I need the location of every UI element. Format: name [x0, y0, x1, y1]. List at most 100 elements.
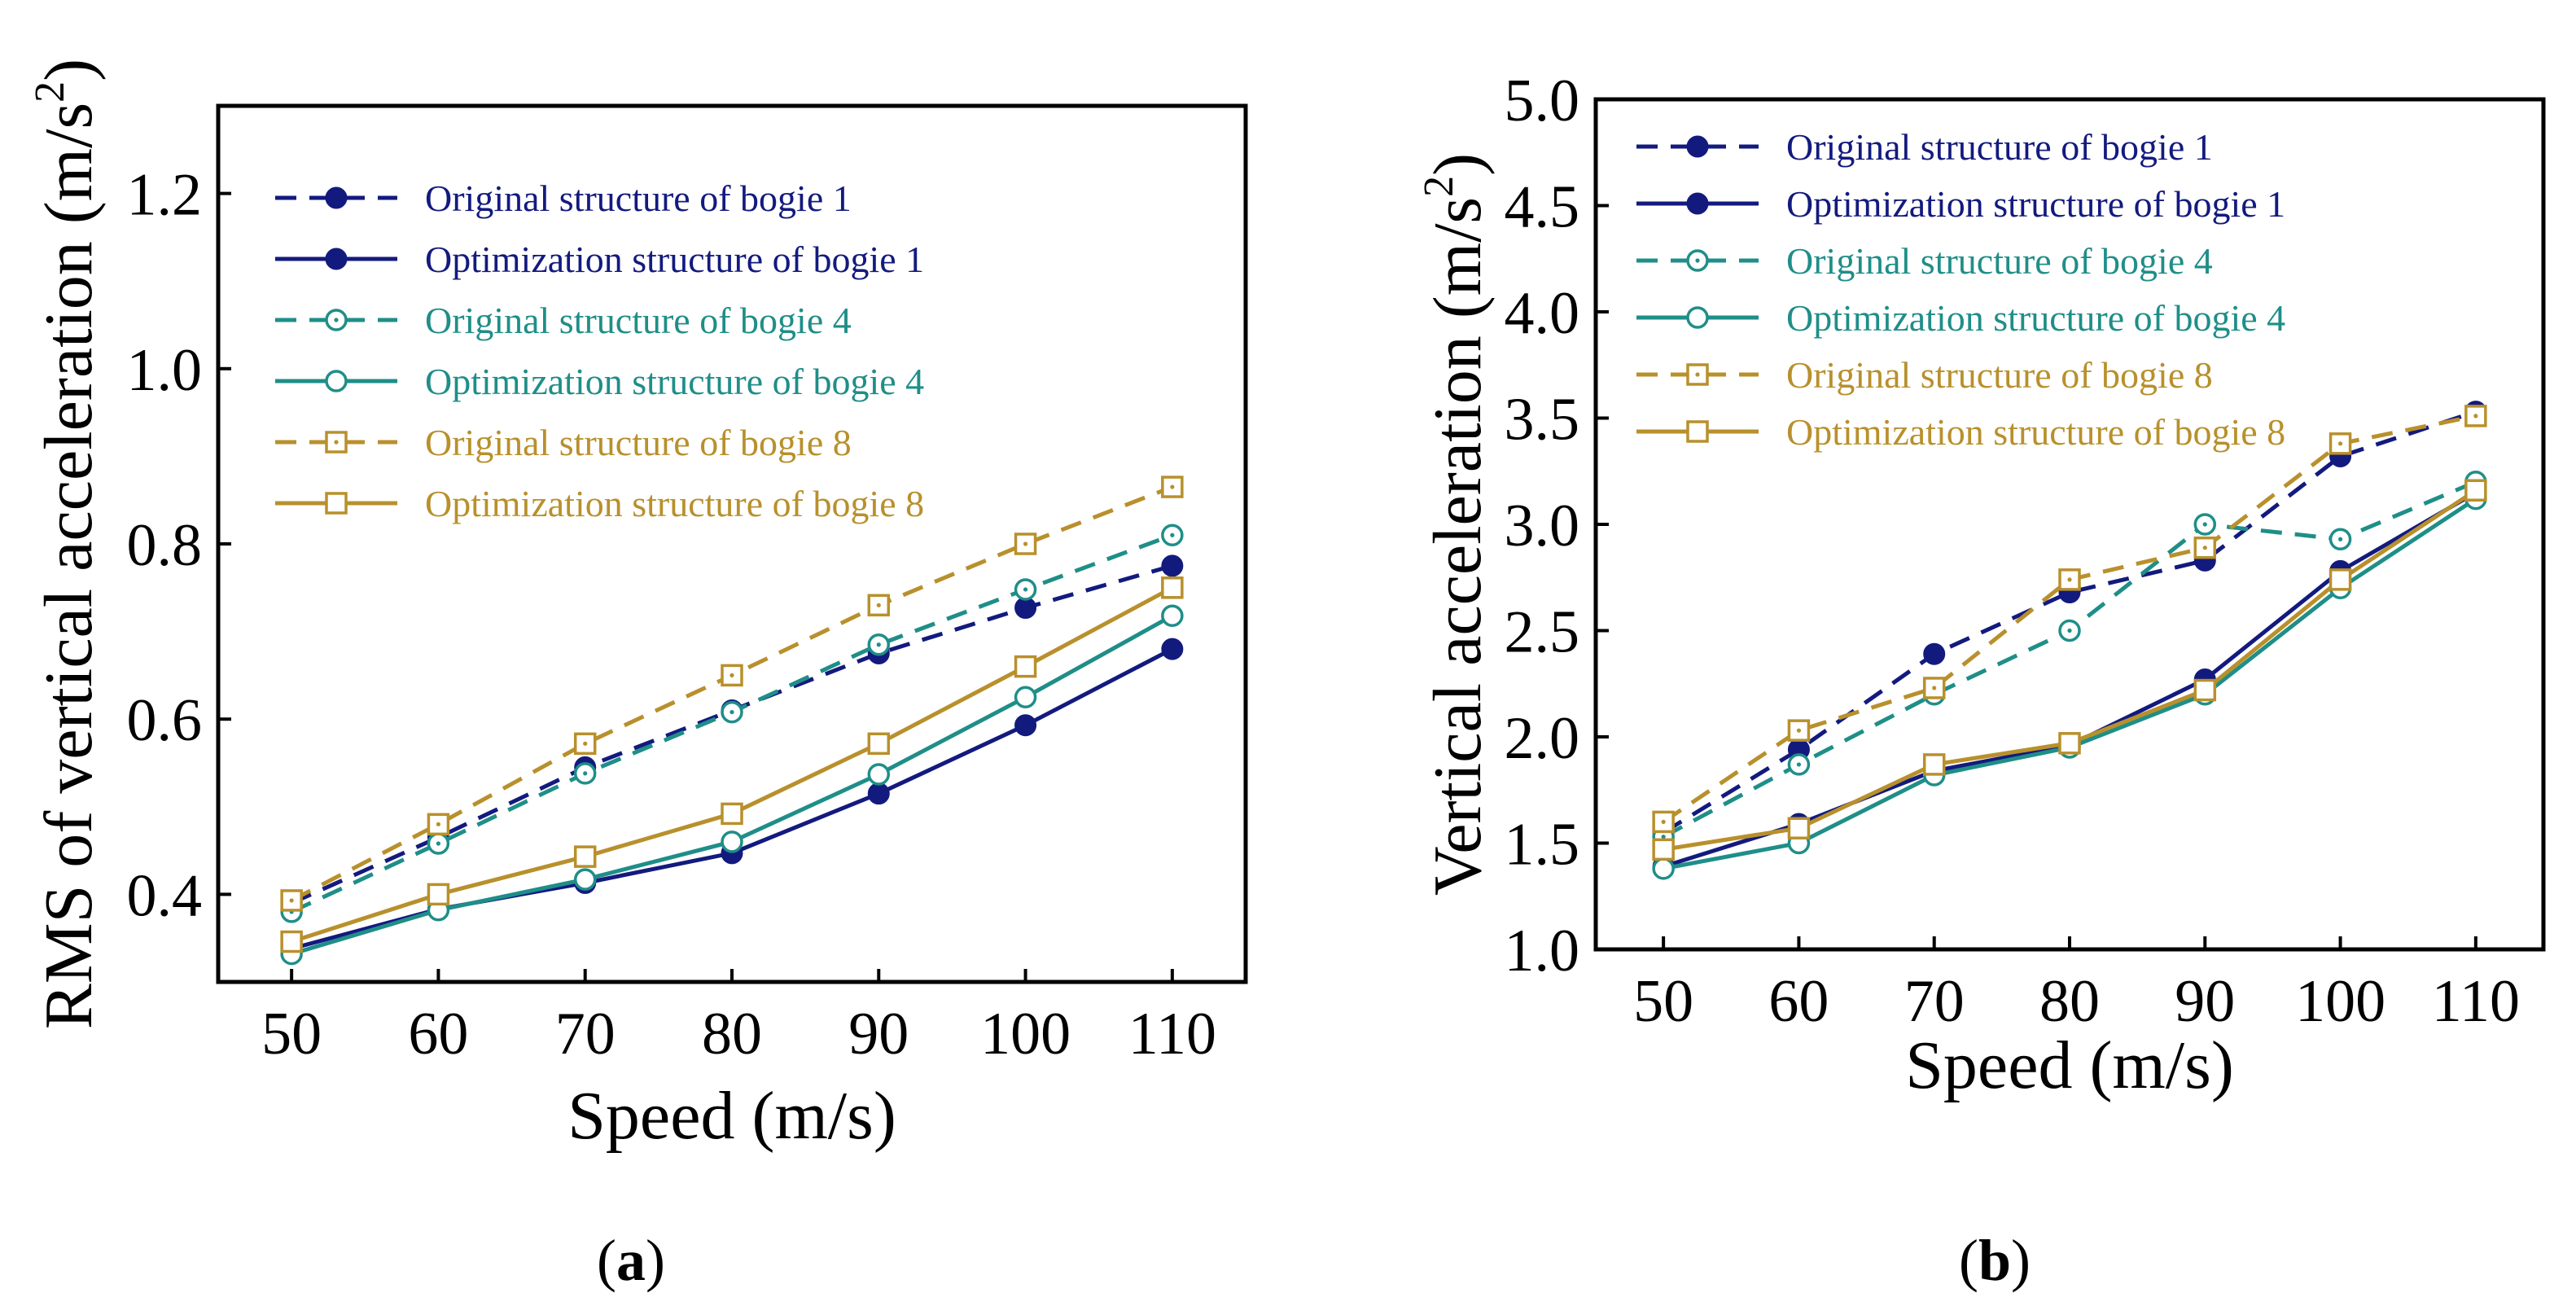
legend-entry: Original structure of bogie 4 — [275, 300, 852, 341]
y-tick-label: 4.0 — [1505, 280, 1580, 347]
chart-b-ticks: 50 60 70 80 90 100 110 1.0 1.5 2.0 2.5 3.0 3.5 4.0 4.5… — [1505, 68, 2520, 1035]
legend-entry: Optimization structure of bogie 8 — [275, 483, 924, 524]
data-point — [1014, 714, 1037, 737]
x-tick-label: 80 — [702, 1001, 762, 1067]
data-point — [1014, 655, 1037, 678]
chart-a-y-axis-label-end: ) — [31, 59, 107, 81]
legend-marker — [1686, 420, 1709, 443]
y-tick-label: 0.4 — [127, 862, 203, 929]
x-tick-label: 100 — [980, 1001, 1071, 1067]
data-point — [721, 802, 743, 826]
y-tick-label: 1.2 — [127, 162, 203, 229]
x-tick-label: 60 — [408, 1001, 468, 1067]
data-point — [867, 763, 891, 786]
chart-a-caption-letter: a — [616, 1228, 646, 1293]
data-point — [427, 883, 450, 906]
series-a-2 — [280, 524, 1184, 923]
legend-entry: Original structure of bogie 1 — [1636, 126, 2213, 168]
chart-a-y-axis-label-sup: 2 — [27, 81, 73, 103]
legend-marker — [1686, 306, 1709, 329]
legend-label: Optimization structure of bogie 8 — [1786, 411, 2285, 453]
legend-label: Original structure of bogie 4 — [1786, 240, 2213, 282]
legend-marker — [325, 248, 348, 270]
chart-b-series — [1652, 401, 2487, 880]
chart-b-plot-frame — [1593, 97, 2546, 952]
data-point — [2328, 568, 2352, 591]
chart-b-y-axis-label-main: Vertical acceleration (m/s — [1420, 197, 1496, 896]
data-point — [1652, 857, 1675, 880]
data-point — [573, 845, 597, 868]
legend-label: Original structure of bogie 1 — [425, 177, 852, 219]
y-tick-label: 4.5 — [1505, 174, 1580, 241]
x-tick-label: 110 — [1128, 1001, 1216, 1067]
y-tick-label: 1.0 — [1505, 918, 1580, 984]
legend-entry: Optimization structure of bogie 4 — [1636, 297, 2285, 339]
legend-entry: Original structure of bogie 8 — [1636, 354, 2213, 396]
y-tick-label: 2.5 — [1505, 599, 1580, 666]
series-a-5 — [280, 576, 1184, 953]
x-tick-label: 70 — [1904, 968, 1965, 1035]
chart-b-caption-letter: b — [1978, 1228, 2011, 1293]
chart-b-y-axis-label-sup: 2 — [1416, 176, 1462, 197]
x-tick-label: 110 — [2432, 968, 2520, 1035]
y-tick-label: 3.5 — [1505, 387, 1580, 454]
legend-label: Optimization structure of bogie 1 — [425, 239, 924, 280]
chart-a-x-axis-label: Speed (m/s) — [567, 1078, 896, 1154]
data-point — [1161, 604, 1184, 627]
legend-entry: Optimization structure of bogie 8 — [1636, 411, 2285, 453]
legend-label: Optimization structure of bogie 4 — [425, 361, 924, 402]
legend-marker — [1686, 363, 1709, 386]
y-tick-label: 1.5 — [1505, 812, 1580, 879]
data-point — [721, 830, 743, 853]
x-tick-label: 50 — [261, 1001, 322, 1067]
data-point — [867, 732, 891, 756]
legend-label: Optimization structure of bogie 4 — [1786, 297, 2285, 339]
chart-a-series — [280, 476, 1184, 966]
chart-a-ticks: 50 60 70 80 90 100 110 0.4 0.6 0.8 1.0 1.2 — [127, 162, 1216, 1067]
legend-marker — [325, 186, 348, 209]
chart-b-y-axis-label-end: ) — [1420, 153, 1496, 176]
chart-a: 50 60 70 80 90 100 110 0.4 0.6 0.8 1.0 1.2 Original… — [27, 59, 1248, 1293]
y-tick-label: 2.0 — [1505, 705, 1580, 772]
y-tick-label: 1.0 — [127, 337, 203, 404]
legend-entry: Original structure of bogie 8 — [275, 422, 852, 463]
legend-marker — [325, 492, 348, 515]
chart-b: 50 60 70 80 90 100 110 1.0 1.5 2.0 2.5 3.0 3.5 4.0 4.5… — [1416, 68, 2546, 1293]
data-point — [1922, 753, 1946, 776]
chart-b-caption: (b) — [1959, 1228, 2031, 1293]
data-point — [1161, 554, 1184, 577]
legend-marker — [1686, 135, 1709, 158]
x-tick-label: 100 — [2295, 968, 2385, 1035]
chart-a-y-axis-label-main: RMS of vertical acceleration (m/s — [31, 103, 107, 1029]
data-point — [280, 930, 303, 953]
legend-label: Original structure of bogie 8 — [1786, 354, 2213, 396]
y-tick-label: 0.6 — [127, 687, 203, 754]
data-point — [1161, 576, 1184, 599]
chart-a-legend: Original structure of bogie 1 Optimizatio… — [275, 177, 924, 524]
data-point — [2464, 479, 2487, 502]
x-tick-label: 50 — [1633, 968, 1693, 1035]
y-tick-label: 5.0 — [1505, 68, 1580, 134]
data-point — [1014, 597, 1037, 620]
data-point — [1161, 638, 1184, 660]
legend-entry: Optimization structure of bogie 1 — [275, 239, 924, 280]
chart-a-plot-frame — [216, 103, 1248, 984]
chart-a-y-axis-label: RMS of vertical acceleration (m/s2) — [27, 59, 107, 1029]
x-tick-label: 90 — [848, 1001, 909, 1067]
x-tick-label: 60 — [1768, 968, 1829, 1035]
data-point — [867, 594, 891, 617]
series-b-4 — [1652, 405, 2487, 834]
legend-label: Original structure of bogie 1 — [1786, 126, 2213, 168]
chart-b-legend: Original structure of bogie 1 Optimizatio… — [1636, 126, 2285, 453]
legend-label: Optimization structure of bogie 8 — [425, 483, 924, 524]
legend-label: Original structure of bogie 4 — [425, 300, 852, 341]
legend-entry: Optimization structure of bogie 4 — [275, 361, 924, 402]
data-point — [1652, 838, 1675, 861]
legend-marker — [325, 370, 348, 392]
legend-label: Original structure of bogie 8 — [425, 422, 852, 463]
data-point — [867, 782, 890, 805]
series-a-4 — [280, 476, 1184, 912]
x-tick-label: 90 — [2175, 968, 2235, 1035]
chart-b-y-axis-label: Vertical acceleration (m/s2) — [1416, 153, 1496, 896]
